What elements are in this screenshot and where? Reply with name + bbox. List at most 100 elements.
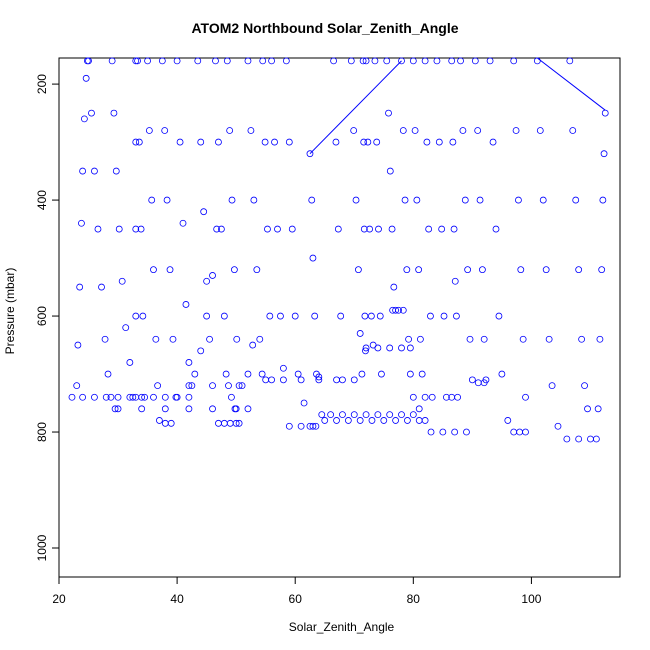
data-point bbox=[154, 382, 162, 390]
y-axis: 200 400 600 800 1000 bbox=[35, 74, 60, 561]
data-point bbox=[233, 335, 241, 343]
data-point bbox=[457, 57, 464, 65]
data-point bbox=[132, 225, 140, 233]
data-point bbox=[297, 376, 305, 384]
data-point bbox=[148, 196, 156, 204]
data-point bbox=[373, 138, 381, 146]
data-point bbox=[82, 74, 90, 82]
data-point bbox=[264, 225, 271, 233]
data-point bbox=[173, 57, 181, 65]
data-point bbox=[306, 150, 314, 158]
data-point bbox=[359, 57, 367, 65]
data-point bbox=[413, 196, 421, 204]
data-point bbox=[104, 370, 112, 378]
data-point bbox=[238, 382, 246, 390]
data-point bbox=[98, 283, 105, 291]
data-point bbox=[185, 405, 193, 413]
data-point bbox=[217, 225, 225, 233]
data-point bbox=[203, 277, 211, 285]
data-point bbox=[91, 393, 98, 401]
data-point bbox=[600, 150, 608, 158]
data-point bbox=[68, 393, 76, 401]
data-point bbox=[111, 405, 119, 413]
data-point bbox=[134, 57, 141, 65]
data-point bbox=[169, 335, 177, 343]
plot-frame bbox=[58, 57, 621, 578]
data-point bbox=[376, 312, 384, 320]
data-point bbox=[91, 167, 98, 175]
data-point bbox=[378, 370, 385, 378]
data-point bbox=[398, 57, 405, 65]
data-point bbox=[454, 393, 462, 401]
data-marks bbox=[68, 57, 609, 443]
data-point bbox=[427, 312, 434, 320]
data-point bbox=[294, 370, 302, 378]
data-point bbox=[592, 435, 600, 443]
data-point bbox=[352, 196, 360, 204]
data-point bbox=[375, 225, 382, 233]
data-point bbox=[309, 254, 317, 262]
data-point bbox=[327, 411, 335, 419]
data-point bbox=[132, 312, 140, 320]
data-point bbox=[427, 428, 435, 436]
data-point bbox=[215, 138, 222, 146]
data-point bbox=[132, 57, 140, 65]
data-point bbox=[464, 266, 472, 274]
y-tick-label: 400 bbox=[35, 190, 49, 210]
data-point bbox=[279, 364, 287, 372]
data-point bbox=[575, 266, 583, 274]
data-point bbox=[74, 341, 82, 349]
data-point bbox=[374, 344, 382, 352]
data-point bbox=[262, 376, 270, 384]
data-point bbox=[185, 382, 193, 390]
data-point bbox=[489, 138, 497, 146]
data-point bbox=[398, 411, 405, 419]
data-point bbox=[442, 393, 450, 401]
data-point bbox=[150, 393, 157, 401]
data-point bbox=[118, 277, 126, 285]
data-point bbox=[545, 335, 553, 343]
data-point bbox=[197, 347, 205, 355]
data-point bbox=[512, 127, 520, 134]
data-point bbox=[536, 127, 544, 134]
data-point bbox=[350, 376, 358, 384]
data-point bbox=[244, 405, 252, 413]
data-point bbox=[466, 335, 474, 343]
data-point bbox=[360, 138, 368, 146]
x-tick-label: 60 bbox=[289, 592, 303, 606]
data-point bbox=[230, 266, 238, 274]
data-point bbox=[73, 382, 81, 390]
data-point bbox=[415, 266, 423, 274]
data-point bbox=[259, 57, 267, 65]
data-point bbox=[439, 428, 447, 436]
x-tick-label: 40 bbox=[170, 592, 184, 606]
data-point bbox=[212, 57, 219, 65]
data-point bbox=[519, 335, 527, 343]
data-point bbox=[235, 382, 243, 390]
data-point bbox=[334, 225, 342, 233]
connector-line bbox=[309, 60, 402, 155]
y-tick-label: 800 bbox=[35, 422, 49, 442]
data-point bbox=[235, 419, 243, 427]
data-point bbox=[362, 57, 370, 65]
data-point bbox=[300, 399, 308, 407]
data-point bbox=[231, 405, 239, 413]
data-point bbox=[163, 196, 171, 204]
data-point bbox=[256, 335, 264, 343]
data-point bbox=[383, 57, 391, 65]
data-point bbox=[421, 417, 429, 424]
data-point bbox=[448, 57, 456, 65]
data-point bbox=[209, 382, 216, 390]
data-point bbox=[80, 115, 88, 123]
data-point bbox=[517, 266, 525, 274]
data-point bbox=[312, 422, 320, 430]
data-point bbox=[108, 57, 116, 65]
data-point bbox=[226, 127, 234, 134]
data-point bbox=[399, 306, 407, 314]
data-point bbox=[440, 312, 448, 320]
data-point bbox=[337, 312, 345, 320]
data-point bbox=[495, 312, 503, 320]
data-point bbox=[144, 57, 151, 65]
data-point bbox=[161, 127, 169, 134]
